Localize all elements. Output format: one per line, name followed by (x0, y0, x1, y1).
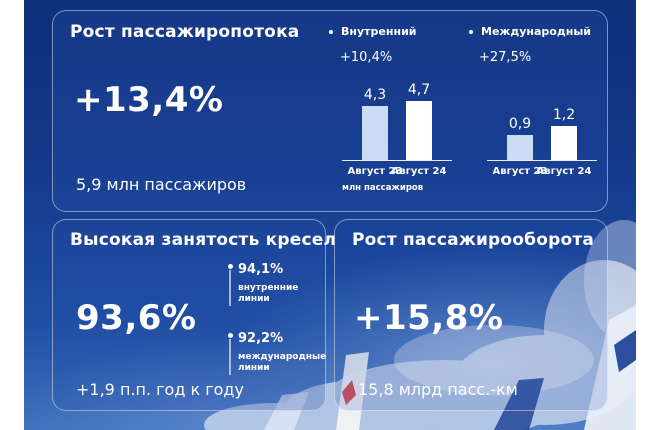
passenger-growth-title: Рост пассажиропотока (70, 22, 300, 42)
international-load-label: международные линии (238, 352, 327, 373)
bar-value-label: 1,2 (552, 107, 576, 124)
category-label: Август 24 (536, 166, 592, 177)
load-factor-value: 93,6% (76, 298, 197, 338)
international-load-line (229, 339, 231, 375)
passenger-growth-card (52, 10, 608, 212)
bullet-dot-icon (469, 30, 473, 34)
bar-value-label: 4,3 (363, 87, 387, 104)
bullet-dot-icon (329, 30, 333, 34)
domestic-bar-chart: 4,3 Август 23 4,7 Август 24 (342, 72, 452, 177)
domestic-chart-title: Внутренний (329, 25, 416, 38)
load-factor-card (52, 219, 326, 411)
international-chart-title: Международный (469, 25, 591, 38)
domestic-load-label: внутренние линии (238, 283, 299, 304)
load-factor-subtitle: +1,9 п.п. год к году (76, 380, 244, 399)
load-factor-title: Высокая занятость кресел (70, 230, 337, 250)
international-chart-growth: +27,5% (479, 50, 532, 65)
passenger-growth-subtitle: 5,9 млн пассажиров (76, 175, 247, 194)
bar-value-label: 4,7 (407, 82, 431, 99)
bar-prev (362, 106, 388, 160)
category-label: Август 23 (492, 166, 548, 177)
domestic-load-line (229, 270, 231, 306)
bar-curr (551, 126, 577, 160)
domestic-chart-growth: +10,4% (340, 50, 393, 65)
category-label: Август 23 (347, 166, 403, 177)
rpk-growth-subtitle: 15,8 млрд пасс.-км (358, 380, 518, 399)
bar-prev (507, 134, 533, 160)
rpk-growth-card (334, 219, 608, 411)
category-label: Август 24 (391, 166, 447, 177)
passenger-growth-value: +13,4% (74, 80, 224, 120)
international-bar-chart: 0,9 Август 23 1,2 Август 24 (487, 72, 597, 177)
international-load-dot-icon (228, 333, 233, 338)
rpk-growth-value: +15,8% (354, 298, 504, 338)
bar-value-label: 0,9 (508, 115, 532, 132)
domestic-load-dot-icon (228, 264, 233, 269)
chart-baseline (487, 160, 597, 161)
rpk-growth-title: Рост пассажирооборота (352, 230, 595, 250)
chart-unit-note: млн пассажиров (342, 183, 424, 193)
domestic-load-value: 94,1% (238, 262, 284, 277)
infographic: Рост пассажиропотока +13,4% 5,9 млн пасс… (24, 0, 636, 430)
international-load-value: 92,2% (238, 331, 284, 346)
bar-curr (406, 101, 432, 160)
clouds-and-tails-illustration (204, 220, 636, 430)
chart-baseline (342, 160, 452, 161)
